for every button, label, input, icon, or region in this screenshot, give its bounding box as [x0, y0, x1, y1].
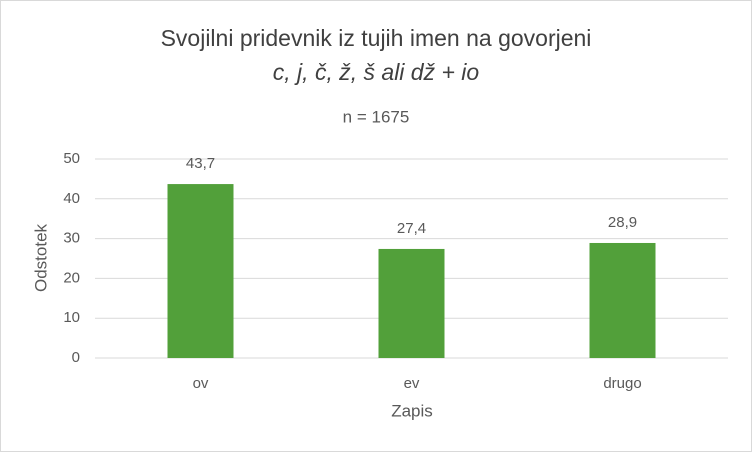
y-tick-label: 10 [63, 309, 80, 326]
y-tick-label: 0 [72, 349, 80, 366]
chart-subtitle: n = 1675 [343, 107, 410, 126]
data-label: 43,7 [186, 155, 215, 172]
chart-title: Svojilni pridevnik iz tujih imen na govo… [161, 25, 592, 51]
bar [167, 184, 234, 358]
chart-title: c, j, č, ž, š ali dž + io [273, 59, 480, 85]
x-tick-label: ev [404, 375, 420, 392]
x-tick-label: ov [193, 375, 209, 392]
x-tick-label: drugo [603, 375, 641, 392]
y-tick-label: 40 [63, 190, 80, 207]
bar [589, 242, 656, 358]
y-tick-label: 50 [63, 150, 80, 167]
data-label: 28,9 [608, 214, 637, 231]
y-tick-label: 20 [63, 269, 80, 286]
y-axis-label: Odstotek [31, 223, 50, 292]
y-tick-label: 30 [63, 230, 80, 247]
bar [378, 248, 445, 358]
data-label: 27,4 [397, 220, 426, 237]
x-axis-label: Zapis [391, 401, 433, 420]
